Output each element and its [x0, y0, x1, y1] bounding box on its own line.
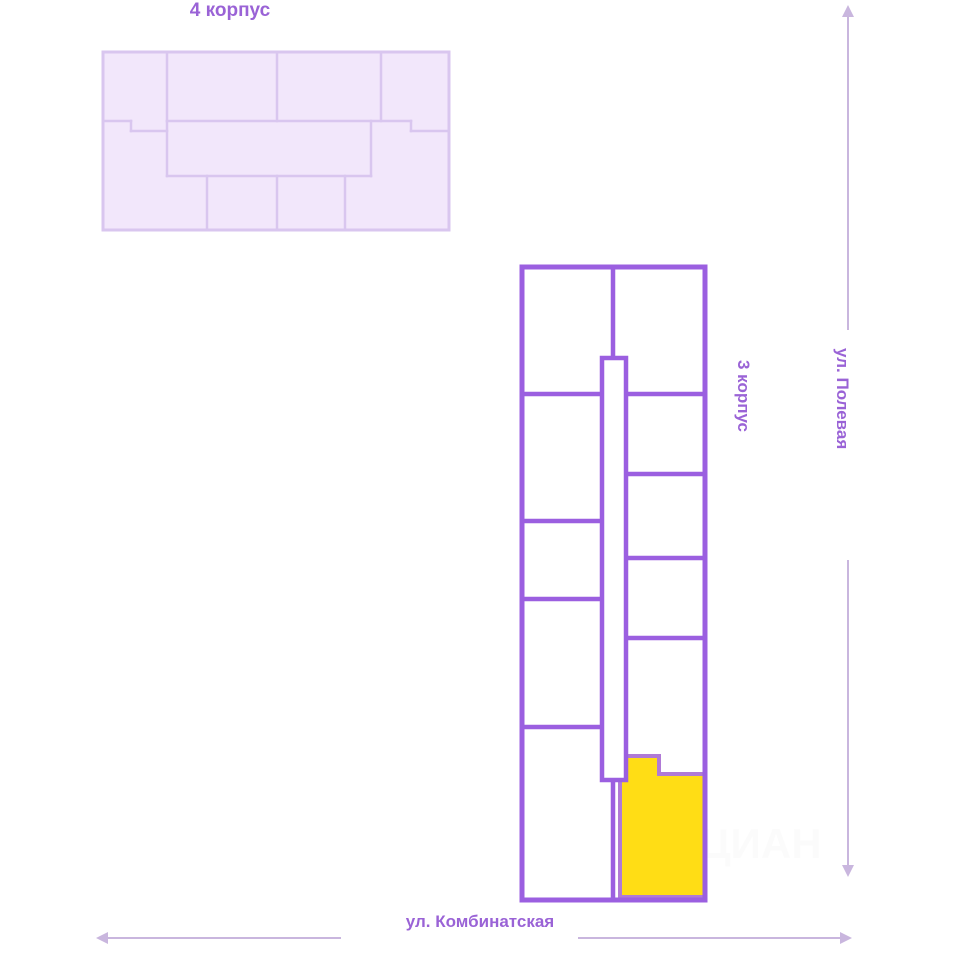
street-label-kombinatskaya: ул. Комбинатская	[405, 912, 555, 931]
building-4-title: 4 корпус	[189, 0, 271, 21]
svg-text:ЦИАН: ЦИАН	[700, 820, 822, 867]
building-4-interior-walls	[101, 50, 451, 232]
dimension-arrow-polevaya	[842, 5, 854, 877]
building-4-group[interactable]	[101, 50, 451, 232]
selected-apartment[interactable]	[618, 754, 707, 899]
dimension-arrow-kombinatskaya	[96, 932, 852, 944]
street-label-polevaya: ул. Полевая	[833, 348, 852, 450]
central-corridor[interactable]	[599, 355, 629, 783]
building-3-group[interactable]	[519, 264, 708, 903]
building-3-outline[interactable]	[519, 264, 708, 903]
building-3-title: 3 корпус	[734, 360, 753, 432]
